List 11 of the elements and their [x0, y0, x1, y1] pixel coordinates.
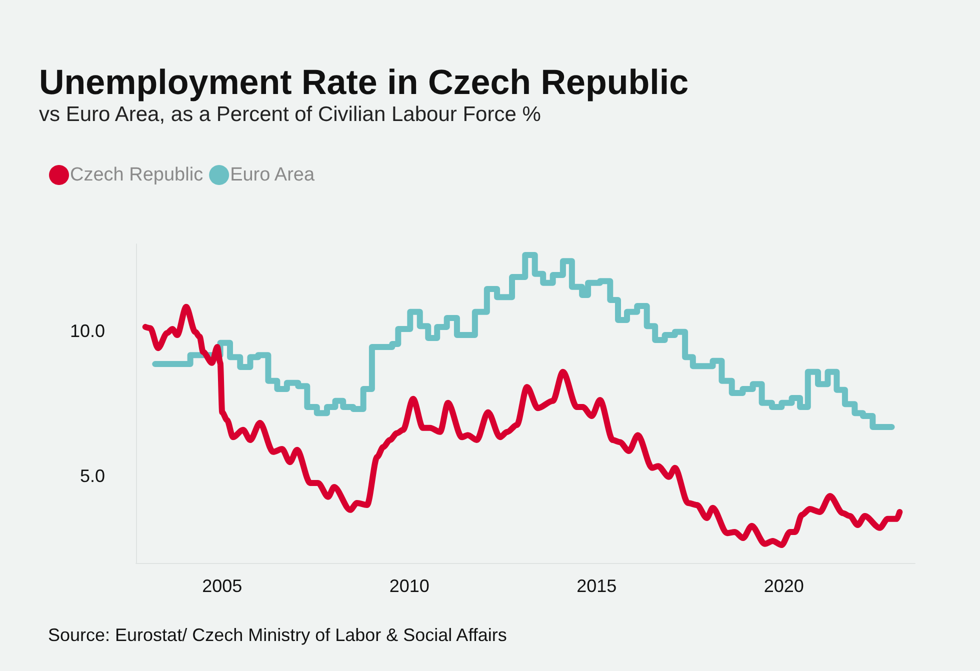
x-tick-label: 2015 [576, 576, 617, 596]
chart-title: Unemployment Rate in Czech Republic [39, 63, 689, 102]
x-tick-label: 2005 [202, 576, 242, 596]
chart-subtitle: vs Euro Area, as a Percent of Civilian Labour Force % [39, 103, 541, 126]
legend-label: Czech Republic [70, 164, 204, 186]
y-tick-label: 5.0 [80, 466, 105, 486]
legend-label: Euro Area [230, 164, 315, 186]
x-tick-label: 2020 [764, 576, 804, 596]
y-tick-label: 10.0 [70, 321, 105, 341]
source-note: Source: Eurostat/ Czech Ministry of Labor & Social Affairs [48, 625, 507, 645]
x-tick-label: 2010 [389, 576, 430, 596]
